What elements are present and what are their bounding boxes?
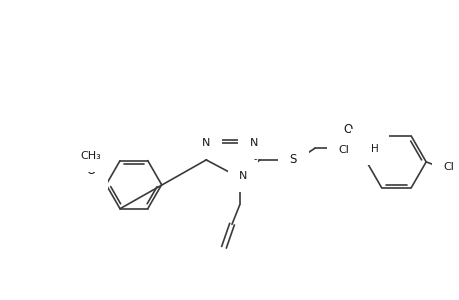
Text: N: N bbox=[202, 138, 210, 148]
Text: CH₃: CH₃ bbox=[80, 151, 101, 161]
Text: Cl: Cl bbox=[442, 162, 453, 172]
Text: S: S bbox=[289, 153, 297, 167]
Text: N: N bbox=[238, 171, 246, 181]
Text: N: N bbox=[362, 140, 370, 154]
Text: O: O bbox=[86, 164, 96, 177]
Text: H: H bbox=[370, 144, 378, 154]
Text: N: N bbox=[249, 138, 257, 148]
Text: Cl: Cl bbox=[338, 145, 349, 155]
Text: O: O bbox=[342, 123, 352, 136]
